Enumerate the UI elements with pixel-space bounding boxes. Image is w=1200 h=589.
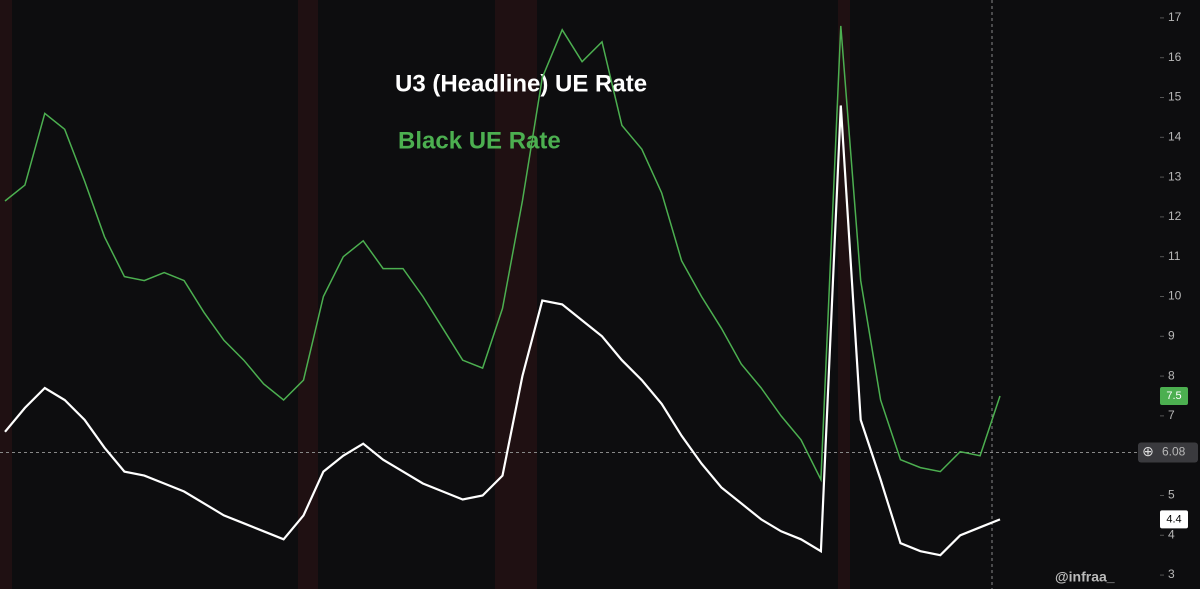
y-tick-label: 9 xyxy=(1168,328,1175,342)
crosshair-icon: ⊕ xyxy=(1142,443,1154,459)
y-tick-label: 10 xyxy=(1168,289,1182,303)
y-tick-label: 12 xyxy=(1168,209,1182,223)
value-label-bg xyxy=(1160,386,1188,405)
series-line xyxy=(4,105,1001,557)
value-label: 4.4 xyxy=(1166,513,1181,525)
watermark: @infraa_ xyxy=(1055,569,1115,585)
series-line xyxy=(4,25,1001,483)
y-tick-label: 5 xyxy=(1168,488,1175,502)
value-label: 7.5 xyxy=(1166,390,1181,402)
y-tick-label: 7 xyxy=(1168,408,1175,422)
y-tick-label: 11 xyxy=(1168,249,1181,263)
crosshair-label-bg xyxy=(1138,442,1198,463)
y-tick-label: 14 xyxy=(1168,129,1182,143)
annotation: U3 (Headline) UE Rate xyxy=(395,70,647,97)
recession-band xyxy=(298,0,318,589)
y-tick-label: 15 xyxy=(1168,90,1182,104)
y-tick-label: 16 xyxy=(1168,50,1182,64)
y-tick-label: 17 xyxy=(1168,10,1182,24)
annotation: Black UE Rate xyxy=(398,127,561,154)
value-label-bg xyxy=(1160,510,1188,529)
y-tick-label: 4 xyxy=(1168,527,1175,541)
recession-band xyxy=(495,0,537,589)
y-tick-label: 8 xyxy=(1168,368,1175,382)
crosshair-label: 6.08 xyxy=(1162,445,1186,459)
recession-band xyxy=(0,0,12,589)
y-tick-label: 3 xyxy=(1168,567,1175,581)
y-tick-label: 13 xyxy=(1168,169,1182,183)
recession-band xyxy=(838,0,850,589)
